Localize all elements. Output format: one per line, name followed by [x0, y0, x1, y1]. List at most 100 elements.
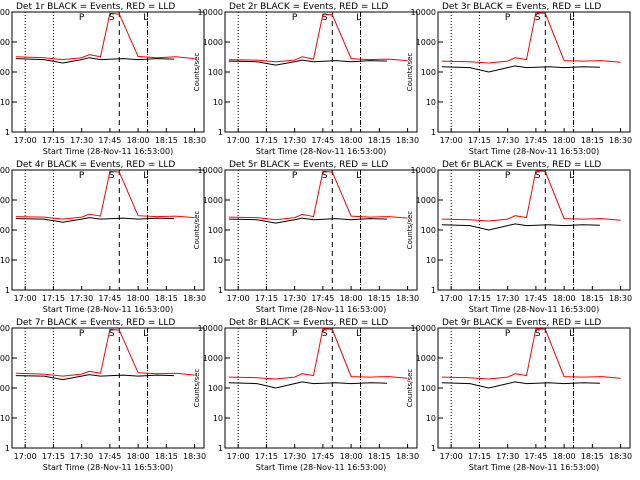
- y-tick-label: 1000: [203, 38, 223, 47]
- x-axis-label: Start Time (28-Nov-11 16:53:00): [256, 463, 386, 472]
- x-tick-label: 17:00: [14, 294, 37, 303]
- x-tick-label: 18:00: [553, 452, 576, 461]
- x-tick-label: 17:45: [524, 294, 547, 303]
- chart-panel: Det 2r BLACK = Events, RED = LLD 1 10 100 10…: [193, 2, 419, 156]
- y-tick-label: 10000: [0, 166, 10, 175]
- x-tick-label: 18:15: [581, 294, 604, 303]
- x-axis-label: Start Time (28-Nov-11 16:53:00): [43, 305, 173, 314]
- x-tick-label: 18:00: [553, 136, 576, 145]
- x-tick-label: 18:00: [553, 294, 576, 303]
- y-tick-label: 10000: [411, 166, 436, 175]
- x-axis-label: Start Time (28-Nov-11 16:53:00): [43, 463, 173, 472]
- y-tick-label: 1: [431, 128, 436, 137]
- marker-label: S: [322, 329, 328, 339]
- y-tick-label: 1: [5, 286, 10, 295]
- y-tick-label: 10: [426, 414, 436, 423]
- marker-label: P: [505, 13, 511, 23]
- chart-panel: Det 8r BLACK = Events, RED = LLD 1 10 100 10…: [193, 318, 419, 472]
- y-tick-label: 10: [0, 414, 10, 423]
- y-tick-label: 100: [208, 68, 223, 77]
- plot-frame: [11, 11, 205, 133]
- x-tick-label: 18:15: [581, 136, 604, 145]
- x-tick-label: 17:30: [283, 294, 306, 303]
- marker-label: P: [292, 171, 298, 181]
- x-tick-label: 17:30: [70, 294, 93, 303]
- marker-label: L: [356, 171, 361, 181]
- x-tick-label: 17:30: [496, 136, 519, 145]
- marker-label: P: [79, 171, 85, 181]
- x-tick-label: 17:15: [255, 136, 278, 145]
- x-tick-label: 18:15: [155, 136, 178, 145]
- chart-title: Det 4r BLACK = Events, RED = LLD: [16, 160, 175, 170]
- y-tick-label: 100: [208, 226, 223, 235]
- marker-label: L: [143, 171, 148, 181]
- marker-label: P: [292, 13, 298, 23]
- chart-panel: Det 3r BLACK = Events, RED = LLD 1 10 100 10…: [406, 2, 632, 156]
- y-axis-label: Counts/sec: [193, 211, 201, 250]
- chart-title: Det 6r BLACK = Events, RED = LLD: [442, 160, 601, 170]
- y-tick-label: 10000: [198, 324, 223, 333]
- y-tick-label: 1000: [416, 354, 436, 363]
- x-tick-label: 17:00: [227, 136, 250, 145]
- x-tick-label: 17:45: [311, 294, 334, 303]
- marker-label: L: [143, 329, 148, 339]
- marker-label: P: [505, 329, 511, 339]
- x-tick-label: 18:30: [396, 294, 419, 303]
- x-tick-label: 17:15: [42, 452, 65, 461]
- y-axis-label: Counts/sec: [406, 211, 414, 250]
- y-tick-label: 10000: [198, 8, 223, 17]
- marker-label: S: [109, 329, 115, 339]
- x-tick-label: 17:15: [468, 452, 491, 461]
- x-tick-label: 18:15: [368, 452, 391, 461]
- x-tick-label: 17:15: [42, 136, 65, 145]
- x-tick-label: 18:00: [340, 294, 363, 303]
- series-line-black: [228, 217, 387, 224]
- x-tick-label: 18:00: [340, 452, 363, 461]
- series-line-red: [15, 12, 195, 61]
- y-tick-label: 10000: [411, 8, 436, 17]
- y-axis-label: Counts/sec: [406, 369, 414, 408]
- x-tick-label: 18:30: [609, 294, 632, 303]
- series-line-black: [441, 381, 600, 389]
- chart-title: Det 7r BLACK = Events, RED = LLD: [16, 318, 175, 328]
- x-tick-label: 18:15: [368, 136, 391, 145]
- marker-label: L: [569, 171, 574, 181]
- marker-label: S: [322, 13, 328, 23]
- x-tick-label: 18:00: [127, 452, 150, 461]
- x-tick-label: 18:30: [609, 452, 632, 461]
- y-tick-label: 1: [5, 128, 10, 137]
- series-line-red: [228, 13, 408, 63]
- y-tick-label: 10: [426, 98, 436, 107]
- series-line-black: [441, 65, 600, 73]
- y-axis-label: Counts/sec: [193, 369, 201, 408]
- y-tick-label: 1000: [416, 38, 436, 47]
- x-axis-label: Start Time (28-Nov-11 16:53:00): [256, 305, 386, 314]
- series-line-black: [441, 223, 600, 231]
- x-tick-label: 17:30: [70, 136, 93, 145]
- plot-frame: [11, 169, 205, 291]
- x-tick-label: 17:30: [283, 136, 306, 145]
- x-tick-label: 17:45: [524, 136, 547, 145]
- y-tick-label: 10: [213, 98, 223, 107]
- x-tick-label: 18:30: [183, 136, 206, 145]
- chart-panel: Det 4r BLACK = Events, RED = LLD 1 10 100 10…: [0, 160, 206, 314]
- x-tick-label: 18:30: [396, 452, 419, 461]
- plot-frame: [437, 169, 631, 291]
- chart-title: Det 5r BLACK = Events, RED = LLD: [229, 160, 388, 170]
- y-tick-label: 10: [0, 256, 10, 265]
- x-axis-label: Start Time (28-Nov-11 16:53:00): [469, 147, 599, 156]
- marker-label: S: [535, 13, 541, 23]
- x-tick-label: 17:30: [496, 294, 519, 303]
- marker-label: P: [505, 171, 511, 181]
- chart-title: Det 3r BLACK = Events, RED = LLD: [442, 2, 601, 12]
- marker-label: S: [535, 329, 541, 339]
- x-tick-label: 17:00: [14, 452, 37, 461]
- plot-frame: [224, 327, 418, 449]
- series-line-red: [228, 170, 408, 221]
- y-tick-label: 1: [218, 128, 223, 137]
- x-tick-label: 17:45: [311, 136, 334, 145]
- x-tick-label: 18:00: [127, 294, 150, 303]
- y-tick-label: 1: [431, 286, 436, 295]
- y-tick-label: 10: [213, 414, 223, 423]
